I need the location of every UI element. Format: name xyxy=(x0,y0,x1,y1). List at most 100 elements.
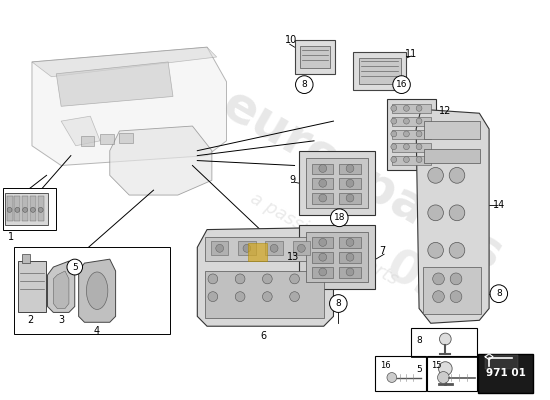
Bar xyxy=(423,267,481,314)
Polygon shape xyxy=(47,261,75,312)
Text: 971 01: 971 01 xyxy=(486,368,526,378)
Text: 2: 2 xyxy=(27,315,33,325)
Circle shape xyxy=(416,131,422,137)
Circle shape xyxy=(243,244,251,252)
Bar xyxy=(22,254,30,263)
Circle shape xyxy=(262,274,272,284)
Circle shape xyxy=(30,207,35,212)
Bar xyxy=(205,271,324,318)
Bar xyxy=(299,151,375,215)
Circle shape xyxy=(208,292,218,302)
Bar xyxy=(375,356,426,391)
Bar xyxy=(7,196,13,221)
Circle shape xyxy=(404,144,409,150)
Bar xyxy=(5,193,48,225)
Ellipse shape xyxy=(86,272,108,310)
Circle shape xyxy=(15,207,20,212)
Text: 16: 16 xyxy=(396,80,408,89)
Bar xyxy=(18,261,46,312)
Circle shape xyxy=(404,131,409,137)
Bar xyxy=(427,356,477,391)
Bar xyxy=(312,267,333,278)
Circle shape xyxy=(208,274,218,284)
Circle shape xyxy=(416,105,422,111)
Bar xyxy=(339,193,361,204)
Circle shape xyxy=(438,372,449,384)
Text: 8: 8 xyxy=(301,80,307,89)
Bar xyxy=(312,178,333,189)
Bar xyxy=(295,40,336,74)
Text: 1: 1 xyxy=(8,232,14,242)
Text: 9: 9 xyxy=(289,175,296,185)
Circle shape xyxy=(235,274,245,284)
Bar xyxy=(14,196,20,221)
Circle shape xyxy=(262,292,272,302)
Circle shape xyxy=(346,194,354,202)
Bar xyxy=(312,164,333,174)
Bar xyxy=(312,193,333,204)
Bar xyxy=(392,104,431,113)
Bar xyxy=(387,100,436,170)
Circle shape xyxy=(39,207,43,212)
Text: 5: 5 xyxy=(416,365,422,374)
Bar xyxy=(14,247,170,334)
Circle shape xyxy=(416,144,422,150)
Circle shape xyxy=(346,253,354,261)
Text: 7: 7 xyxy=(379,246,385,256)
Bar xyxy=(392,130,431,139)
Text: 13: 13 xyxy=(287,252,299,262)
Text: 14: 14 xyxy=(493,200,505,210)
Bar xyxy=(339,238,361,248)
Circle shape xyxy=(449,168,465,183)
Bar xyxy=(339,267,361,278)
Text: 8: 8 xyxy=(336,299,341,308)
Circle shape xyxy=(393,76,410,94)
Polygon shape xyxy=(61,116,100,146)
Bar xyxy=(38,196,43,221)
Polygon shape xyxy=(110,126,212,195)
Circle shape xyxy=(404,105,409,111)
Circle shape xyxy=(450,273,462,285)
Text: 6: 6 xyxy=(260,331,267,341)
Circle shape xyxy=(387,372,397,382)
Bar xyxy=(343,247,372,275)
Text: eurospares: eurospares xyxy=(213,80,512,280)
Bar xyxy=(306,158,368,208)
Bar xyxy=(339,178,361,189)
Circle shape xyxy=(351,254,365,268)
Circle shape xyxy=(67,259,82,275)
Bar xyxy=(306,232,368,282)
Circle shape xyxy=(490,285,508,302)
Bar xyxy=(485,355,518,369)
Bar xyxy=(299,225,375,289)
Bar xyxy=(248,243,267,261)
Circle shape xyxy=(298,244,305,252)
Circle shape xyxy=(216,244,223,252)
Circle shape xyxy=(428,205,443,221)
Bar xyxy=(3,188,56,230)
Bar xyxy=(424,149,480,162)
Circle shape xyxy=(428,242,443,258)
Bar xyxy=(392,117,431,126)
Circle shape xyxy=(404,118,409,124)
Text: 11: 11 xyxy=(405,49,417,59)
Text: 10: 10 xyxy=(284,35,297,45)
Text: 3: 3 xyxy=(58,315,64,325)
Circle shape xyxy=(290,292,299,302)
Text: 5: 5 xyxy=(72,262,78,272)
Circle shape xyxy=(346,164,354,172)
Bar xyxy=(81,136,94,146)
Circle shape xyxy=(391,144,397,150)
Circle shape xyxy=(331,209,348,227)
Text: 8: 8 xyxy=(496,289,502,298)
Circle shape xyxy=(290,274,299,284)
Circle shape xyxy=(319,164,327,172)
Circle shape xyxy=(319,179,327,187)
Bar xyxy=(339,252,361,263)
Bar xyxy=(392,156,431,164)
Circle shape xyxy=(433,291,444,302)
Polygon shape xyxy=(32,47,227,166)
Bar xyxy=(211,242,228,255)
Circle shape xyxy=(7,207,12,212)
Circle shape xyxy=(319,253,327,261)
